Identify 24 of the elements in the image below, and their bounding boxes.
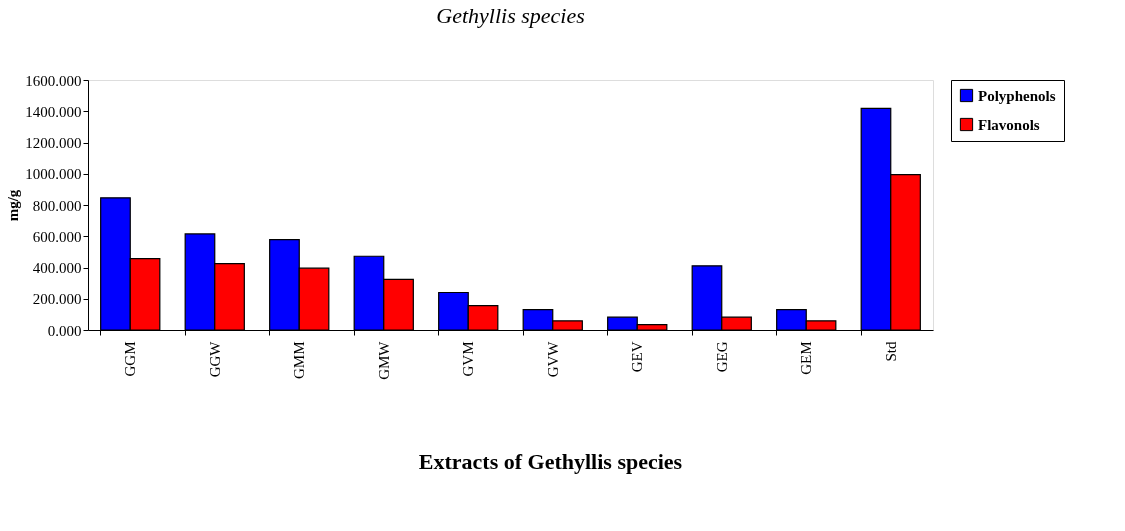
y-tick-label: 600.000 <box>32 228 82 245</box>
x-tick-label: GGM <box>122 341 139 377</box>
y-tick-label: 0.000 <box>47 322 82 339</box>
y-tick-label: 1600.000 <box>25 72 82 89</box>
y-tick-label: 400.000 <box>32 260 82 276</box>
text: Extracts of Gethyllis species <box>418 449 683 474</box>
x-tick-label: GEV <box>629 341 646 373</box>
y-tick-label: 200.000 <box>32 291 82 308</box>
legend-label: Polyphenols <box>978 87 1056 104</box>
legend-label: Flavonols <box>978 116 1040 133</box>
y-tick-label: 1000.000 <box>25 166 82 183</box>
y-tick-label: 800.000 <box>32 197 82 214</box>
x-tick-label: GMW <box>375 340 392 380</box>
x-tick-label: Std <box>882 341 899 362</box>
chart-title: Gethyllis species <box>436 3 585 28</box>
y-axis-title: mg/g <box>5 189 22 222</box>
y-tick-label: 1200.000 <box>25 135 82 151</box>
x-tick-label: GGW <box>206 340 223 378</box>
y-tick-label: 1400.000 <box>25 103 82 120</box>
x-tick-label: GMM <box>291 341 308 380</box>
x-tick-label: GVW <box>544 340 561 378</box>
x-tick-label: GVM <box>460 341 477 377</box>
x-tick-label: GEM <box>798 341 815 375</box>
x-tick-label: GEG <box>713 341 730 373</box>
